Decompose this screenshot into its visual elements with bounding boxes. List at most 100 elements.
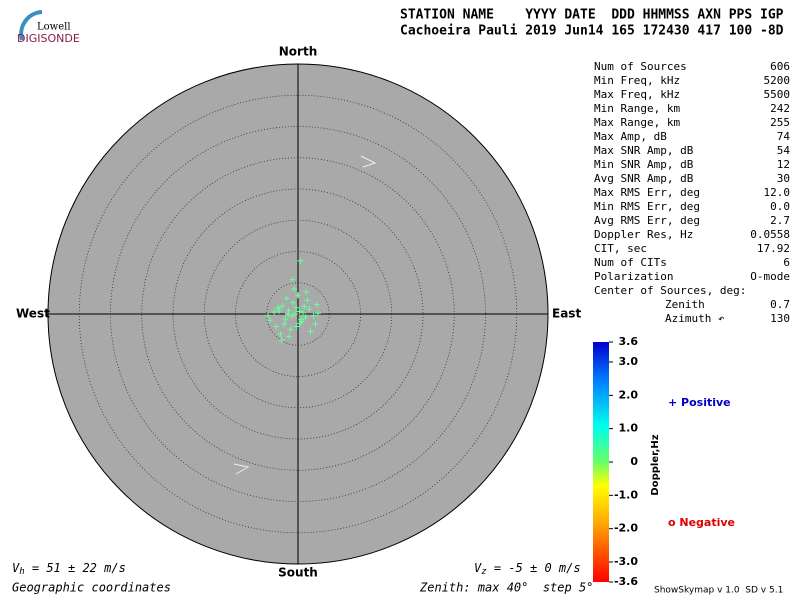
vh-text: Vh = 51 ± 22 m/s xyxy=(12,561,126,577)
source-marker xyxy=(295,292,301,299)
center-label: Zenith xyxy=(665,298,705,311)
source-marker xyxy=(283,295,290,302)
stat-label: Polarization xyxy=(594,270,673,283)
source-marker xyxy=(275,304,281,311)
source-marker xyxy=(279,302,286,309)
stat-value: 30 xyxy=(777,172,790,185)
source-marker xyxy=(285,311,291,317)
colorbar-tick-label: 2.0 xyxy=(619,388,639,401)
colorbar-tick-label: 3.6 xyxy=(619,335,639,348)
stat-label: Max Range, km xyxy=(594,116,680,129)
source-marker xyxy=(289,276,296,283)
colorbar-tick-label: -2.0 xyxy=(614,522,638,535)
source-marker xyxy=(312,321,319,327)
source-marker xyxy=(291,311,298,317)
colorbar-label: Doppler,Hz xyxy=(650,434,661,495)
legend-positive: + Positive xyxy=(668,396,731,409)
source-marker xyxy=(303,289,310,296)
source-marker xyxy=(281,321,288,327)
stat-label: Avg RMS Err, deg xyxy=(594,214,700,227)
source-marker xyxy=(286,333,293,340)
center-title: Center of Sources, deg: xyxy=(594,284,746,297)
stat-label: CIT, sec xyxy=(594,242,647,255)
center-value: 130 xyxy=(770,312,790,325)
stat-value: 17.92 xyxy=(757,242,790,255)
stat-value: O-mode xyxy=(750,270,790,283)
source-marker xyxy=(278,337,285,344)
source-marker xyxy=(265,312,271,319)
source-marker xyxy=(298,318,305,325)
source-marker xyxy=(313,301,320,308)
stat-label: Num of CITs xyxy=(594,256,667,269)
vz-text: Vz = -5 ± 0 m/s xyxy=(474,561,581,577)
stat-label: Doppler Res, Hz xyxy=(594,228,693,241)
source-marker xyxy=(300,309,306,316)
source-marker xyxy=(291,286,298,292)
header-columns: STATION NAME YYYY DATE DDD HHMMSS AXN PP… xyxy=(400,8,784,23)
stat-label: Min Range, km xyxy=(594,102,680,115)
stat-label: Max SNR Amp, dB xyxy=(594,144,694,157)
source-marker xyxy=(282,316,289,322)
source-marker xyxy=(304,297,311,304)
source-marker xyxy=(287,326,294,333)
stat-value: 255 xyxy=(770,116,790,129)
source-marker xyxy=(288,312,295,319)
source-marker xyxy=(293,304,300,311)
source-marker xyxy=(306,306,313,312)
stat-value: 12.0 xyxy=(764,186,791,199)
stat-value: 242 xyxy=(770,102,790,115)
coords-text: Geographic coordinates xyxy=(12,581,171,595)
stat-label: Min SNR Amp, dB xyxy=(594,158,694,171)
stat-value: 0.0558 xyxy=(750,228,790,241)
colorbar-tick-label: 3.0 xyxy=(619,355,639,368)
stat-value: 606 xyxy=(770,60,790,73)
source-marker xyxy=(302,314,309,321)
center-value: 0.7 xyxy=(770,298,790,311)
center-label: Azimuth ↶ xyxy=(665,312,725,325)
colorbar-tick-label: -3.6 xyxy=(614,575,638,588)
colorbar-tick-label: -3.0 xyxy=(614,555,638,568)
stat-label: Max Amp, dB xyxy=(594,130,667,143)
stat-value: 6 xyxy=(783,256,790,269)
stat-value: 54 xyxy=(777,144,791,157)
colorbar-tick-label: 0 xyxy=(630,455,638,468)
stat-label: Min Freq, kHz xyxy=(594,74,680,87)
stat-value: 5500 xyxy=(764,88,791,101)
source-marker xyxy=(276,307,283,314)
north-label: North xyxy=(279,45,317,59)
logo-arc xyxy=(19,10,43,41)
source-marker xyxy=(297,257,304,264)
decor-mark xyxy=(233,463,250,475)
stat-label: Num of Sources xyxy=(594,60,687,73)
west-label: West xyxy=(16,307,50,321)
version-text: ShowSkymap v 1.0 SD v 5.1 xyxy=(654,586,783,596)
stat-label: Min RMS Err, deg xyxy=(594,200,700,213)
zenith-text: Zenith: max 40° step 5° xyxy=(419,581,593,595)
source-marker xyxy=(293,323,300,330)
source-marker xyxy=(290,299,296,306)
decor-mark xyxy=(360,155,377,168)
logo-top: Lowell xyxy=(37,22,71,33)
colorbar-tick-label: -1.0 xyxy=(614,488,638,501)
source-marker xyxy=(301,303,308,310)
stat-value: 74 xyxy=(777,130,791,143)
colorbar-tick-label: 1.0 xyxy=(619,422,639,435)
source-marker xyxy=(310,312,317,319)
stat-value: 2.7 xyxy=(770,214,790,227)
header-values: Cachoeira Pauli 2019 Jun14 165 172430 41… xyxy=(400,24,784,39)
colorbar xyxy=(593,342,609,582)
stat-label: Max Freq, kHz xyxy=(594,88,680,101)
stat-label: Avg SNR Amp, dB xyxy=(594,172,694,185)
source-marker xyxy=(271,309,278,316)
source-marker xyxy=(266,317,273,324)
source-marker xyxy=(296,308,303,315)
source-marker xyxy=(307,328,314,335)
source-marker xyxy=(315,310,321,317)
logo-bottom: DIGISONDE xyxy=(17,32,80,45)
source-marker xyxy=(277,331,284,337)
stat-value: 0.0 xyxy=(770,200,790,213)
source-marker xyxy=(285,307,292,314)
stat-label: Max RMS Err, deg xyxy=(594,186,700,199)
stat-value: 5200 xyxy=(764,74,791,87)
